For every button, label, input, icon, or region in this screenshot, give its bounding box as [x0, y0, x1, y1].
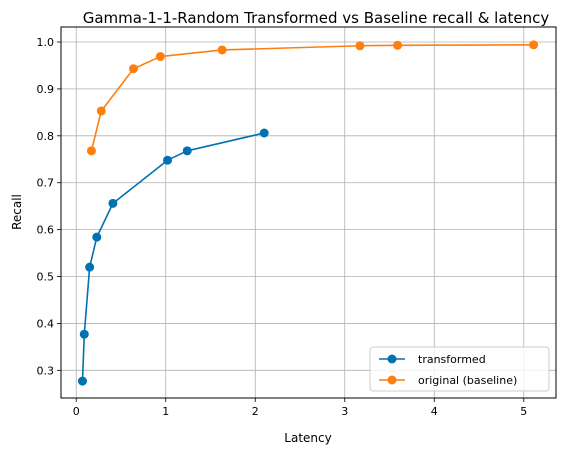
series-line-baseline — [90, 44, 534, 152]
y-tick-label: 0.9 — [37, 83, 55, 96]
data-point-transformed — [92, 232, 102, 242]
data-point-transformed — [77, 376, 87, 386]
data-point-transformed — [108, 198, 118, 208]
axis-ticks: 0 1 2 3 4 5 0.3 0.4 0.5 0.6 0.7 0.8 0.9 1.0 — [37, 36, 528, 418]
legend-marker-baseline — [387, 375, 397, 385]
y-tick-label: 1.0 — [37, 36, 55, 49]
x-tick-label: 1 — [162, 405, 169, 418]
y-tick-label: 0.3 — [37, 364, 55, 377]
x-tick-label: 3 — [341, 405, 348, 418]
data-point-transformed — [163, 155, 173, 165]
legend-marker-transformed — [387, 354, 397, 364]
grid — [61, 27, 556, 398]
y-tick-label: 0.8 — [37, 130, 55, 143]
data-point-baseline — [217, 45, 227, 55]
data-point-baseline — [355, 41, 365, 51]
y-tick-label: 0.5 — [37, 271, 55, 284]
data-point-baseline — [155, 52, 165, 62]
x-tick-label: 4 — [431, 405, 438, 418]
data-point-baseline — [96, 106, 106, 116]
plot-area-frame — [60, 26, 557, 399]
legend-box — [369, 346, 550, 392]
data-point-transformed — [259, 128, 269, 138]
legend-label-transformed: transformed — [418, 353, 486, 366]
data-series — [77, 40, 539, 386]
data-point-baseline — [86, 146, 96, 156]
x-tick-label: 2 — [252, 405, 259, 418]
y-tick-label: 0.4 — [37, 317, 55, 330]
data-point-baseline — [393, 40, 403, 50]
y-tick-label: 0.7 — [37, 177, 55, 190]
data-point-baseline — [129, 64, 139, 74]
y-tick-label: 0.6 — [37, 224, 55, 237]
legend-label-baseline: original (baseline) — [418, 374, 517, 387]
legend: transformed original (baseline) — [369, 346, 550, 392]
x-tick-label: 0 — [73, 405, 80, 418]
x-axis-label: Latency — [284, 431, 331, 445]
data-point-transformed — [85, 262, 95, 272]
data-point-transformed — [79, 329, 89, 339]
data-point-transformed — [182, 146, 192, 156]
y-axis-label: Recall — [10, 194, 24, 230]
chart-title: Gamma-1-1-Random Transformed vs Baseline… — [83, 9, 550, 27]
x-tick-label: 5 — [520, 405, 527, 418]
data-point-baseline — [529, 40, 539, 50]
